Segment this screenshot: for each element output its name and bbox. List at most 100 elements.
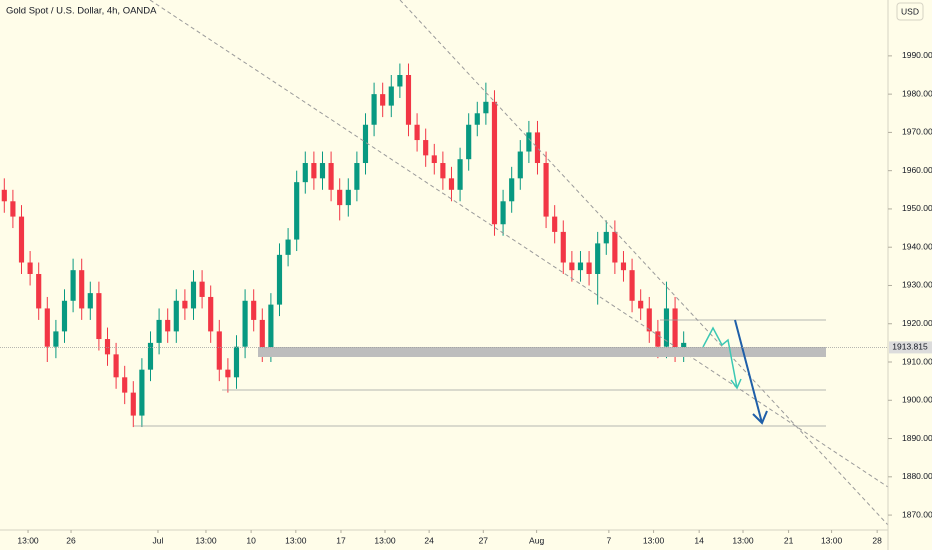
x-tick-label: 17 <box>336 535 346 545</box>
x-tick-label: 21 <box>784 535 794 545</box>
candle-body <box>354 163 360 190</box>
trend-line <box>149 0 889 488</box>
candle-body <box>345 189 351 206</box>
candle-body <box>362 124 369 164</box>
candle-body <box>268 304 274 351</box>
x-tick-label: 13:00 <box>285 535 307 545</box>
candle-body <box>371 94 377 125</box>
candle-body <box>543 163 549 217</box>
candle-body <box>380 94 386 106</box>
candle-body <box>414 124 420 141</box>
trend-line <box>399 0 889 526</box>
currency-label[interactable]: USD <box>901 6 919 16</box>
candle-body <box>655 331 661 347</box>
candle-body <box>663 308 670 347</box>
y-tick-label: 1900.000 <box>902 395 932 405</box>
candle-body <box>259 319 265 351</box>
candle-body <box>147 342 154 370</box>
candle-body <box>44 308 50 347</box>
candle-body <box>87 293 93 309</box>
candle-body <box>603 231 609 244</box>
x-tick-label: 24 <box>424 535 434 545</box>
candle-body <box>457 159 463 190</box>
candle-body <box>233 346 240 378</box>
x-tick-label: 26 <box>66 535 76 545</box>
candle-body <box>251 300 257 320</box>
y-tick-label: 1920.000 <box>902 318 932 328</box>
candle-body <box>474 113 480 125</box>
candle-body <box>431 155 437 164</box>
x-tick-label: 7 <box>606 535 611 545</box>
x-tick-label: Jul <box>153 535 164 545</box>
candle-body <box>96 293 102 340</box>
candle-body <box>61 300 68 332</box>
candle-body <box>79 270 85 309</box>
x-tick-label: 10 <box>246 535 256 545</box>
candle-body <box>466 124 472 160</box>
x-tick-label: 13:00 <box>643 535 665 545</box>
candle-body <box>526 132 532 152</box>
y-tick-label: 1980.000 <box>902 88 932 98</box>
y-tick-label: 1970.000 <box>902 127 932 137</box>
y-tick-label: 1930.000 <box>902 280 932 290</box>
x-tick-label: Aug <box>529 535 544 545</box>
y-tick-label: 1880.000 <box>902 471 932 481</box>
candle-body <box>319 163 326 179</box>
candle-body <box>225 369 231 378</box>
candle-body <box>620 262 627 271</box>
candle-body <box>70 270 76 301</box>
candle-body <box>586 262 592 274</box>
candle-body <box>216 331 222 370</box>
candle-body <box>27 262 33 274</box>
x-tick-label: 28 <box>872 535 882 545</box>
x-tick-label: 13:00 <box>17 535 39 545</box>
candle-body <box>199 281 205 297</box>
y-tick-label: 1990.000 <box>902 50 932 60</box>
candle-body <box>448 178 455 190</box>
candle-body <box>122 377 128 393</box>
candle-body <box>208 296 214 332</box>
candle-body <box>113 354 119 378</box>
candle-body <box>302 163 308 183</box>
candle-body <box>517 151 523 179</box>
candle-body <box>569 262 575 271</box>
candle-body <box>397 75 403 87</box>
support-zone <box>258 347 826 357</box>
candle-body <box>182 300 188 309</box>
candle-body <box>681 342 687 351</box>
y-tick-label: 1870.000 <box>902 509 932 519</box>
arrow-head <box>730 378 742 390</box>
candle-body <box>405 75 412 125</box>
candle-body <box>577 262 584 271</box>
candle-body <box>10 201 16 217</box>
candle-body <box>328 163 334 190</box>
y-tick-label: 1890.000 <box>902 433 932 443</box>
last-price-label: 1913.815 <box>892 342 928 352</box>
candle-body <box>165 319 171 332</box>
candle-body <box>139 369 145 416</box>
y-tick-label: 1960.000 <box>902 165 932 175</box>
candle-body <box>190 281 197 309</box>
candle-body <box>242 300 248 347</box>
x-tick-label: 13:00 <box>195 535 217 545</box>
candle-body <box>534 132 541 164</box>
arrow-head <box>752 410 768 425</box>
chart-title: Gold Spot / U.S. Dollar, 4h, OANDA <box>6 6 157 17</box>
candle-body <box>276 254 283 305</box>
projection-arrow <box>702 326 738 389</box>
currency-button[interactable] <box>896 2 924 21</box>
candle-body <box>294 182 300 240</box>
candle-body <box>130 392 136 416</box>
candle-body <box>423 140 429 156</box>
x-tick-label: 13:00 <box>374 535 396 545</box>
candle-body <box>500 201 506 225</box>
y-tick-label: 1950.000 <box>902 203 932 213</box>
y-tick-label: 1940.000 <box>902 241 932 251</box>
candle-body <box>552 216 558 232</box>
x-tick-label: 14 <box>694 535 704 545</box>
candle-body <box>672 308 678 351</box>
x-tick-label: 13:00 <box>732 535 754 545</box>
candle-body <box>612 231 618 263</box>
